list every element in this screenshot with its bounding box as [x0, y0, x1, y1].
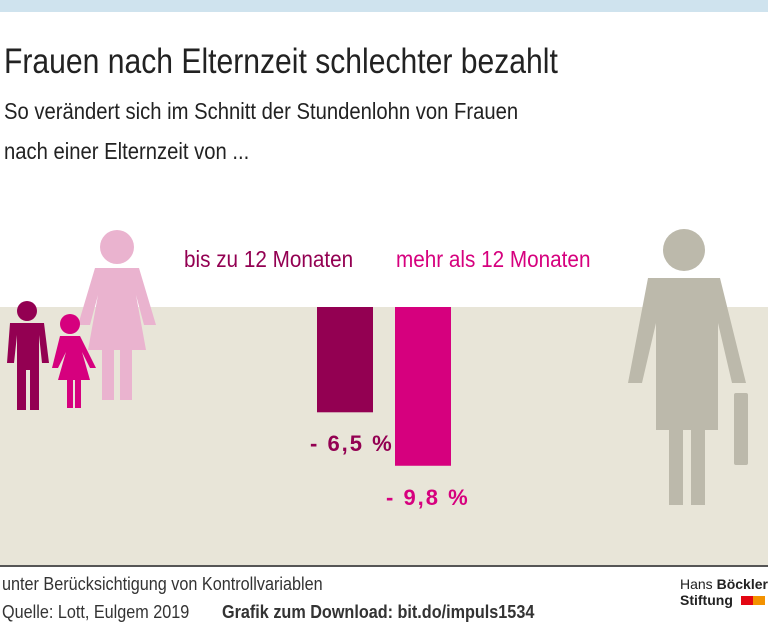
- chart-title: Frauen nach Elternzeit schlechter bezahl…: [4, 42, 558, 81]
- logo-text-stiftung: Stiftung: [680, 592, 733, 608]
- man-child-icon: [7, 301, 49, 410]
- data-label-long: - 9,8 %: [386, 485, 470, 510]
- divider: [0, 565, 768, 567]
- legend-short: bis zu 12 Monaten: [184, 246, 354, 272]
- source: Quelle: Lott, Eulgem 2019: [2, 602, 190, 622]
- businesswoman-icon: [628, 229, 748, 505]
- data-label-short: - 6,5 %: [310, 431, 394, 456]
- hbs-logo: Hans Böckler Stiftung: [680, 576, 768, 608]
- logo-text-hans: Hans: [680, 576, 713, 592]
- subtitle-line-1: So verändert sich im Schnitt der Stunden…: [4, 98, 519, 124]
- bar-1: [317, 307, 373, 413]
- woman-light-icon: [78, 230, 156, 400]
- footnote: unter Berücksichtigung von Kontrollvaria…: [2, 574, 323, 594]
- subtitle-line-2: nach einer Elternzeit von ...: [4, 138, 250, 164]
- bars: [317, 307, 451, 466]
- bar-2: [395, 307, 451, 466]
- logo-orange-square: [752, 596, 765, 605]
- download-link[interactable]: Grafik zum Download: bit.do/impuls1534: [222, 602, 535, 622]
- logo-red-square: [740, 596, 753, 605]
- top-bar: [0, 0, 768, 12]
- logo-text-boeckler: Böckler: [716, 576, 768, 592]
- girl-icon: [52, 314, 96, 408]
- legend-long: mehr als 12 Monaten: [396, 246, 591, 272]
